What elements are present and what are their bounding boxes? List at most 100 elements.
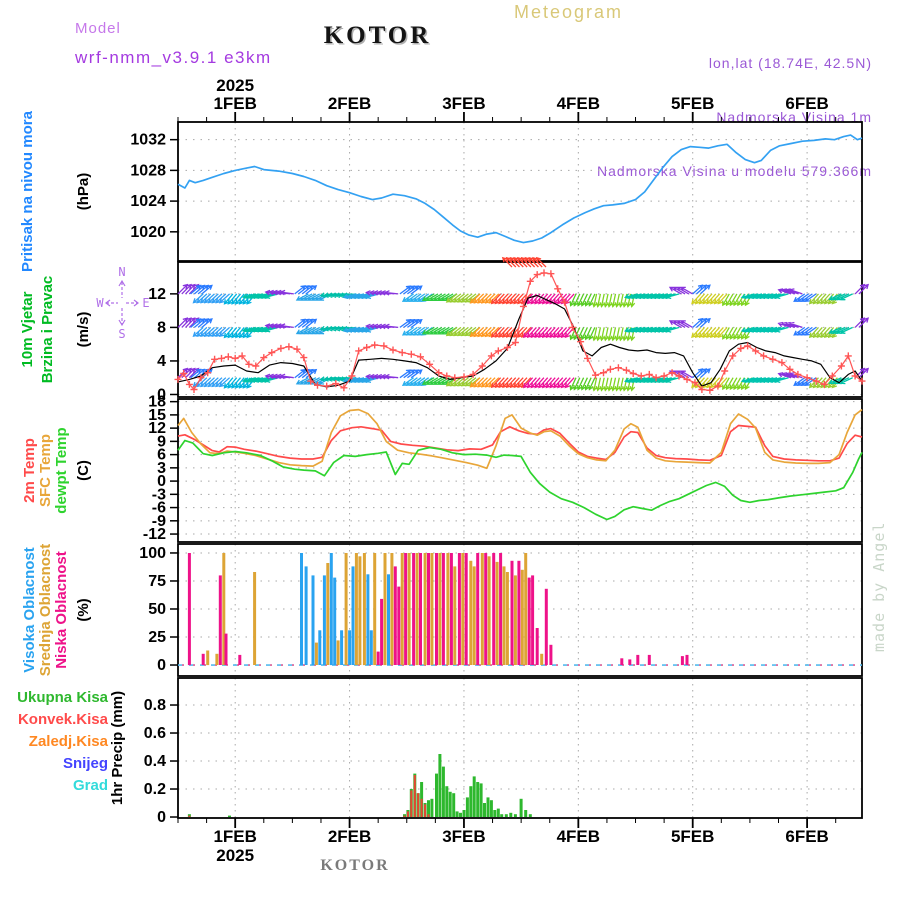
wind-arrow-run [624, 377, 680, 384]
cloud-bar-low [464, 553, 468, 666]
wind-arrow-run [445, 293, 481, 303]
wind-arrow-run [399, 285, 423, 295]
cloud-bar-mid [540, 653, 544, 665]
y-tick-label: 12 [148, 286, 166, 303]
wind-arrow-run [777, 372, 803, 379]
cloud-bar-low [457, 553, 461, 666]
wind-arrow-run [177, 283, 200, 295]
cloud-bar-low [427, 553, 430, 666]
cloud-bar-low [376, 651, 380, 665]
precip-bar-total [441, 766, 445, 817]
precip-bar-total [459, 812, 462, 817]
precip-bar-total [476, 782, 480, 817]
wind-arrow-run [342, 293, 380, 300]
precip-bar-total [438, 754, 442, 817]
precip-bar-convective [424, 804, 427, 817]
cloud-bar-mid [215, 653, 219, 665]
cloud-bar-low [620, 658, 624, 665]
top-date-label: 2FEB [328, 94, 371, 113]
cloud-bar-low [449, 553, 453, 666]
wind-arrow-run [523, 377, 575, 389]
top-date-label: 1FEB [213, 94, 256, 113]
location-info: lon,lat (18.74E, 42.5N) Nadmorska Visina… [597, 18, 872, 216]
bottom-date-label: 4FEB [557, 827, 600, 846]
wind-arrow-run [241, 377, 279, 383]
precip-bar-convective [188, 815, 191, 817]
precip-panel: 0 0.2 0.4 0.6 0.8 [144, 677, 863, 826]
y-tick-label: 0 [157, 809, 166, 826]
bottom-date-label: 3FEB [442, 827, 485, 846]
footer-station-label: KOTOR [320, 857, 390, 874]
precip-bar-total [493, 810, 497, 817]
wind-arrow-run [777, 288, 803, 295]
y-tick-label: 0 [157, 657, 166, 674]
temp-legend-0: 2m Temp [21, 438, 38, 503]
cloud-bar-mid [400, 553, 404, 666]
cloud-bar-mid [390, 553, 394, 666]
cloud-bar-mid [206, 650, 210, 666]
y-tick-label: 9 [157, 433, 166, 450]
cloud-bar-high [311, 575, 315, 665]
wind-arrow-run [365, 290, 399, 296]
precip-bar-total [430, 798, 434, 817]
precip-bars [187, 754, 532, 817]
model-name: wrf-nmm_v3.9.1 e3km [75, 48, 272, 67]
panel-border [177, 398, 863, 543]
wind-speed-markers [174, 269, 866, 394]
precip-bar-convective [417, 793, 420, 817]
precip-legend-3: Snijeg [63, 755, 108, 772]
y-tick-label: 0 [157, 386, 166, 403]
cloud-bar-low [636, 654, 640, 665]
lonlat-line: lon,lat (18.74E, 42.5N) [708, 55, 872, 71]
precip-bar-total [228, 815, 231, 817]
wind-arrow-run [421, 293, 458, 302]
cloud-bar-high [304, 566, 308, 665]
y-tick-label: 3 [157, 460, 166, 477]
y-tick-label: 75 [148, 573, 166, 590]
cloud-bar-high [387, 574, 390, 666]
wind-arrow-run [365, 323, 399, 330]
wind-arrow-run [264, 373, 294, 380]
precip-legend-4: Grad [73, 777, 108, 794]
cloud-bar-high [322, 575, 326, 665]
cloud-bar-mid [430, 553, 434, 666]
cloud-bar-low [397, 586, 401, 665]
compass-north-label: N [118, 265, 125, 279]
cloud-bar-mid [253, 572, 257, 665]
precip-bar-total [496, 808, 500, 817]
y-tick-label: 1020 [130, 224, 166, 241]
precip-bar-total [445, 786, 449, 817]
sfc-temp-line [177, 408, 863, 470]
panel-border [177, 677, 863, 819]
wind-arrow-run [828, 293, 853, 301]
cloud-bar-mid [453, 566, 457, 665]
wind-arrow-run [808, 326, 842, 339]
precip-bar-total [528, 814, 532, 817]
wind-axis-subtitle: Brzina i Pravac [39, 276, 56, 384]
wind-arrow-run [421, 377, 458, 385]
cloud-bar-mid [472, 566, 476, 665]
cloud-bar-high [300, 553, 303, 666]
cloud-bar-low [517, 560, 521, 665]
wind-arrow-run [777, 321, 803, 329]
precip-bar-total [469, 786, 473, 817]
wind-arrow-run [854, 317, 870, 328]
precip-legend-0: Ukupna Kisa [17, 689, 109, 706]
y-tick-label: 0.2 [144, 781, 166, 798]
wind-arrow-run [740, 293, 789, 300]
compass-arrowheads [105, 279, 139, 327]
cloud-bar-low [510, 560, 514, 665]
wind-arrow-run [624, 293, 680, 300]
wind-arrow-run [490, 293, 532, 305]
watermark: made by Angel [870, 522, 888, 652]
wind-arrow-run [294, 318, 318, 328]
bottom-date-label: 5FEB [671, 827, 714, 846]
wind-arrow-run [793, 377, 817, 386]
cloud-bar-mid [222, 553, 226, 666]
model-elevation-line: Nadmorska Visina u modelu 579.366m [597, 163, 872, 179]
top-date-label: 6FEB [785, 94, 828, 113]
y-tick-label: 0.8 [144, 697, 166, 714]
cloud-bar-mid [344, 553, 348, 666]
precip-bar-total [509, 812, 513, 817]
